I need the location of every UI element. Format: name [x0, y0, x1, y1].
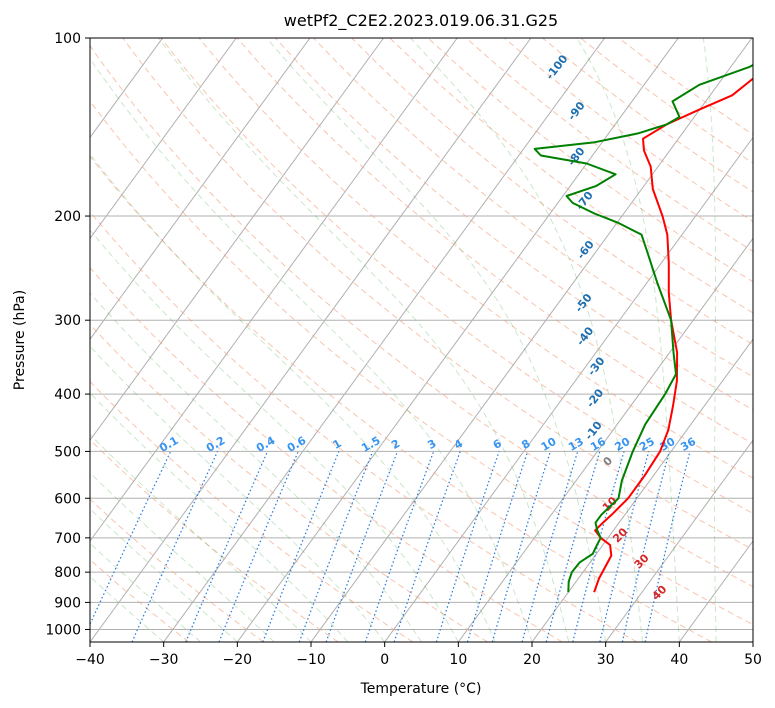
isotherm-line	[90, 38, 237, 240]
plot-frame	[89, 37, 754, 643]
dewpoint-profile-line	[533, 63, 753, 593]
moist-adiabat-line	[90, 508, 238, 642]
x-tick-label: −40	[75, 652, 105, 668]
dry-adiabat-line	[90, 323, 488, 642]
mixing-ratio-line	[364, 451, 435, 642]
moist-adiabat-line	[158, 38, 570, 642]
x-tick-label: −30	[149, 652, 179, 668]
mixing-ratio-line	[262, 451, 340, 642]
moist-adiabat-line	[90, 292, 422, 642]
sounding-series	[533, 63, 753, 593]
isotherm-line	[163, 38, 605, 642]
y-tick-label: 500	[54, 444, 81, 460]
moist-adiabat-line	[90, 542, 201, 642]
moist-adiabat-line	[410, 38, 643, 642]
isotherm-line	[457, 237, 753, 642]
dry-adiabat-line	[275, 38, 753, 411]
mixing-ratio-line	[599, 451, 650, 642]
isobar-gridlines	[90, 38, 753, 630]
moist-adiabat-line	[90, 229, 459, 642]
x-tick-label: 50	[744, 652, 762, 668]
mixing-ratio-line	[298, 451, 374, 642]
mixing-ratio-line	[466, 451, 529, 642]
y-tick-label: 700	[54, 531, 81, 547]
isotherm-line	[90, 38, 532, 642]
isotherm-line	[90, 38, 384, 442]
moist-adiabat-line	[90, 472, 275, 642]
mixing-ratio-line	[131, 451, 219, 642]
mixing-ratio-line	[621, 451, 670, 642]
y-axis-title: Pressure (hPa)	[12, 290, 28, 390]
dry-adiabat-line	[90, 44, 753, 588]
x-tick-label: 30	[597, 652, 615, 668]
dry-adiabat-line	[160, 38, 753, 515]
y-tick-label: 300	[54, 313, 81, 329]
y-tick-label: 600	[54, 491, 81, 507]
moist-adiabat-line	[702, 38, 717, 642]
mixing-ratio-line	[545, 451, 601, 642]
x-tick-label: −10	[296, 652, 326, 668]
moist-adiabat-line	[576, 38, 680, 642]
dry-adiabat-line	[236, 38, 753, 445]
moist-adiabat-line	[90, 392, 349, 642]
isotherm-line	[384, 136, 753, 642]
mixing-ratio-line	[325, 451, 399, 642]
mixing-ratio-lines	[90, 451, 691, 642]
mixing-ratio-line	[185, 451, 269, 642]
dry-adiabat-line	[90, 100, 753, 626]
moist-adiabat-line	[90, 345, 386, 642]
mixing-ratio-line	[521, 451, 579, 642]
isotherm-line	[605, 439, 753, 642]
mixing-ratio-line	[218, 451, 299, 642]
dry-adiabat-line	[90, 155, 712, 642]
moist-adiabat-line	[90, 153, 496, 642]
moist-adiabat-line	[90, 433, 312, 642]
y-tick-label: 800	[54, 565, 81, 581]
mixing-ratio-line	[435, 451, 500, 642]
chart-title: wetPf2_C2E2.2023.019.06.31.G25	[284, 11, 558, 31]
y-tick-label: 900	[54, 595, 81, 611]
moist-adiabat-line	[266, 38, 607, 642]
mixing-ratio-line	[491, 451, 551, 642]
isotherm-line	[236, 38, 679, 642]
dry-adiabat-line	[90, 211, 638, 642]
x-tick-label: 20	[523, 652, 541, 668]
x-axis-title: Temperature (°C)	[360, 681, 482, 697]
dry-adiabat-line	[90, 267, 563, 642]
y-tick-label: 1000	[45, 622, 81, 638]
isotherm-line	[90, 38, 458, 542]
moist-adiabat-line	[90, 575, 165, 642]
mixing-ratio-line	[393, 451, 461, 642]
isotherm-line	[90, 38, 311, 341]
dry-adiabat-line	[90, 380, 414, 642]
y-tick-label: 400	[54, 387, 81, 403]
moist-adiabats	[90, 38, 753, 642]
x-tick-label: 40	[670, 652, 688, 668]
x-tick-label: −20	[223, 652, 253, 668]
dry-adiabat-line	[313, 38, 753, 378]
x-tick-label: 10	[449, 652, 467, 668]
moist-adiabat-line	[90, 57, 533, 642]
axes: −40 −30 −20 −10 0 10 20 30 40 50 1000 900 800 700 600 5…	[45, 31, 762, 668]
mixing-ratio-line	[572, 451, 625, 642]
y-tick-label: 100	[54, 31, 81, 47]
y-tick-label: 200	[54, 209, 81, 225]
x-tick-label: 0	[380, 652, 389, 668]
dry-adiabat-line	[122, 38, 753, 551]
